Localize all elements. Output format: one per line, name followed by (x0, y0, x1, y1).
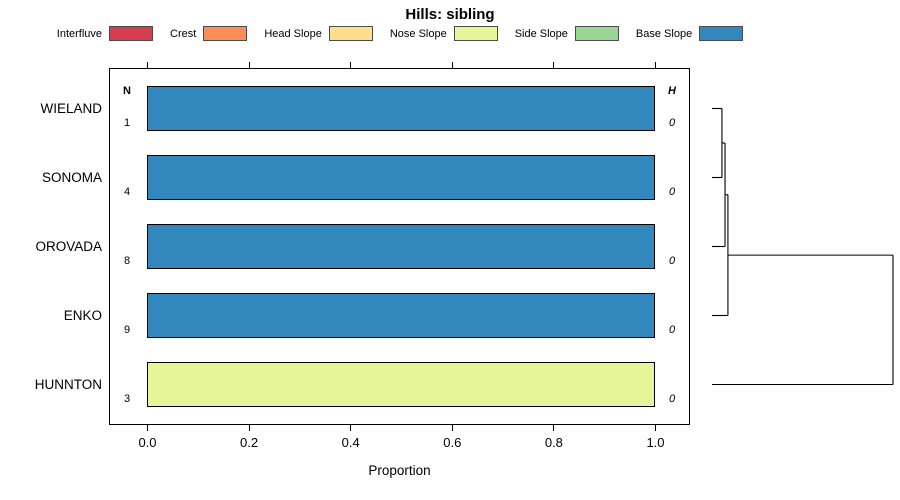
x-axis-top-tick (451, 62, 453, 68)
x-axis-tick-label: 0.6 (443, 435, 462, 450)
n-value-sonoma: 4 (123, 185, 131, 198)
category-label-hunnton: HUNNTON (34, 376, 102, 392)
x-axis-top-tick (248, 62, 250, 68)
x-axis-tick (553, 425, 555, 431)
category-label-sonoma: SONOMA (41, 169, 102, 185)
x-axis-tick-label: 0.0 (138, 435, 157, 450)
legend-label: Base Slope (635, 27, 693, 40)
plot-area-border (109, 68, 690, 425)
bar-segment-hunnton-nose-slope (147, 362, 655, 407)
legend-label: Nose Slope (389, 27, 447, 40)
legend-swatch-base-slope (699, 26, 744, 41)
n-column-header: N (123, 85, 131, 97)
x-axis-tick-label: 0.2 (240, 435, 259, 450)
h-value-wieland: 0 (668, 116, 676, 129)
legend-item-head-slope: Head Slope (264, 26, 373, 41)
x-axis-top-tick (655, 62, 656, 68)
h-column-header: H (668, 85, 676, 97)
x-axis-title: Proportion (368, 463, 431, 478)
x-axis-tick (248, 425, 250, 431)
x-axis-top-tick (553, 62, 555, 68)
bar-segment-sonoma-base-slope (147, 155, 655, 200)
bar-segment-wieland-base-slope (147, 86, 655, 131)
legend-label: Side Slope (514, 27, 568, 40)
category-label-orovada: OROVADA (35, 238, 102, 254)
legend-item-crest: Crest (170, 26, 248, 41)
n-value-wieland: 1 (123, 116, 131, 129)
x-axis-tick-label: 0.4 (341, 435, 360, 450)
h-value-hunnton: 0 (668, 392, 676, 405)
x-axis-tick (147, 425, 148, 431)
category-label-wieland: WIELAND (40, 100, 102, 116)
n-value-hunnton: 3 (123, 392, 131, 405)
x-axis-tick-label: 1.0 (646, 435, 665, 450)
category-label-enko: ENKO (63, 307, 102, 323)
n-value-enko: 9 (123, 323, 131, 336)
bar-segment-enko-base-slope (147, 293, 655, 338)
x-axis-tick (350, 425, 352, 431)
legend-swatch-crest (203, 26, 248, 41)
h-value-sonoma: 0 (668, 185, 676, 198)
legend-label: Head Slope (264, 27, 322, 40)
legend-item-side-slope: Side Slope (515, 26, 619, 41)
h-value-orovada: 0 (668, 254, 676, 267)
legend-swatch-interfluve (109, 26, 154, 41)
legend-swatch-side-slope (574, 26, 619, 41)
legend-item-interfluve: Interfluve (56, 26, 154, 41)
legend-item-base-slope: Base Slope (635, 26, 744, 41)
x-axis-tick (451, 425, 453, 431)
bar-segment-orovada-base-slope (147, 224, 655, 269)
legend-swatch-nose-slope (453, 26, 498, 41)
legend-swatch-head-slope (328, 26, 373, 41)
x-axis-top-tick (350, 62, 352, 68)
legend-label: Interfluve (56, 27, 103, 40)
x-axis-tick-label: 0.8 (544, 435, 563, 450)
x-axis-top-tick (147, 62, 148, 68)
n-value-orovada: 8 (123, 254, 131, 267)
legend-label: Crest (170, 27, 197, 40)
legend-item-nose-slope: Nose Slope (390, 26, 498, 41)
h-value-enko: 0 (668, 323, 676, 336)
legend: Interfluve Crest Head Slope Nose Slope Side … (0, 26, 800, 41)
x-axis-tick (655, 425, 656, 431)
chart-title: Hills: sibling (405, 6, 495, 23)
